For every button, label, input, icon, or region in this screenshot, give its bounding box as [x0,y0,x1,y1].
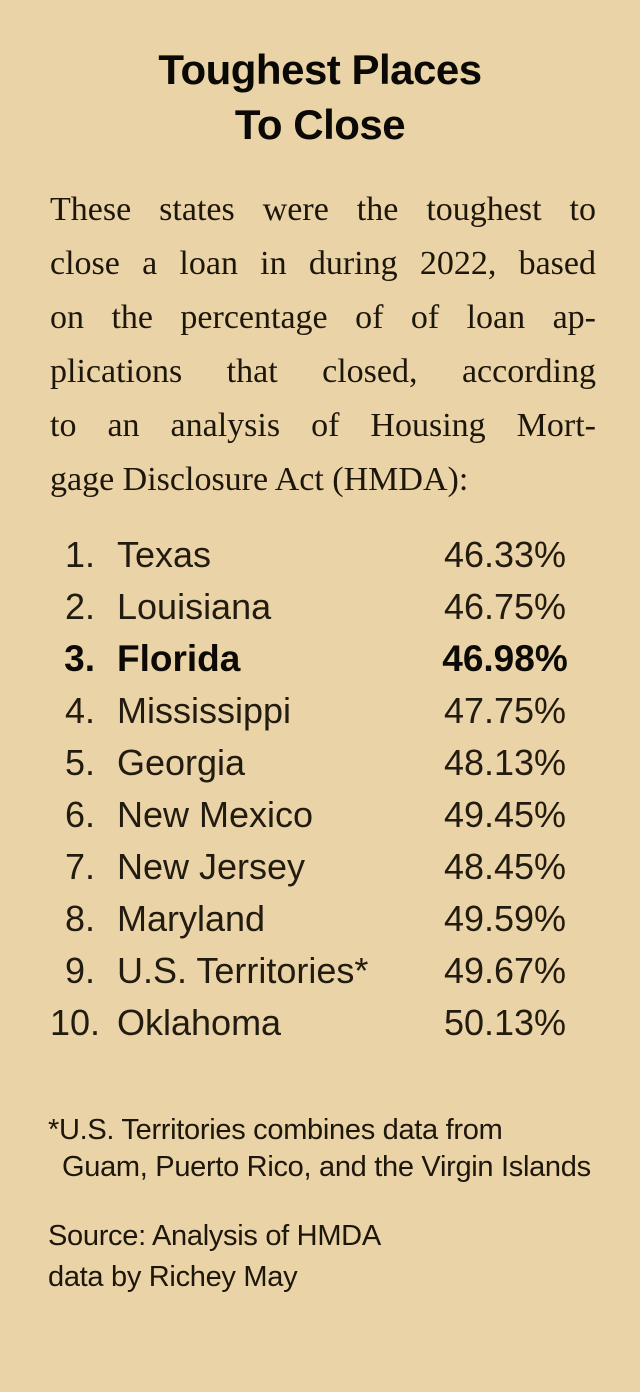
intro-line: close a loan in during 2022, based [50,245,596,282]
ranking-row: 10. Oklahoma 50.13% [0,997,640,1049]
state-name: Georgia [117,742,246,783]
ranking-row: 1. Texas 46.33% [0,529,640,581]
ranking-row: 4. Mississippi 47.75% [0,685,640,737]
state-name: New Jersey [117,846,306,887]
state-name: Texas [117,534,212,575]
closed-percentage: 47.75% [443,690,567,731]
closed-percentage: 49.59% [443,898,567,939]
ranking-row: 8. Maryland 49.59% [0,893,640,945]
source-line: data by Richey May [48,1261,298,1293]
rank-number: 7. [64,846,95,887]
closed-percentage: 49.45% [443,794,567,835]
state-name: Florida [117,638,241,679]
state-name: Maryland [117,898,266,939]
intro-line: to an analysis of Housing Mort- [50,407,596,444]
ranking-list: 1. Texas 46.33% 2. Louisiana 46.75% 3. F… [0,529,640,1049]
closed-percentage: 46.98% [442,638,568,679]
rank-number: 1. [64,534,95,575]
rank-number: 10. [50,1002,101,1043]
rank-number: 9. [64,950,95,991]
closed-percentage: 48.45% [443,846,567,887]
ranking-row: 2. Louisiana 46.75% [0,581,640,633]
closed-percentage: 50.13% [443,1002,567,1043]
closed-percentage: 48.13% [443,742,567,783]
state-name: Mississippi [117,690,292,731]
state-name: New Mexico [117,794,314,835]
source-line: Source: Analysis of HMDA [48,1220,381,1252]
rank-number: 8. [64,898,95,939]
source-credit: Source: Analysis of HMDA data by Richey M… [48,1216,608,1298]
ranking-row: 7. New Jersey 48.45% [0,841,640,893]
closed-percentage: 46.75% [443,586,567,627]
ranking-row: 6. New Mexico 49.45% [0,789,640,841]
ranking-row: 5. Georgia 48.13% [0,737,640,789]
intro-line: plications that closed, according [50,353,596,390]
rank-number: 3. [64,638,95,679]
rank-number: 5. [64,742,95,783]
footnote: *U.S. Territories combines data from Guam… [48,1112,608,1186]
closed-percentage: 49.67% [443,950,567,991]
page-title-line2: To Close [234,101,406,148]
intro-line: on the percentage of of loan ap- [50,299,596,336]
intro-paragraph: These states were the toughest to close a… [50,183,596,507]
ranking-row: 9. U.S. Territories* 49.67% [0,945,640,997]
page-title-line1: Toughest Places [158,46,482,93]
ranking-row: 3. Florida 46.98% [0,633,640,685]
footnote-line: Guam, Puerto Rico, and the Virgin Island… [62,1151,591,1183]
intro-line: gage Disclosure Act (HMDA): [50,461,469,498]
state-name: Oklahoma [117,1002,282,1043]
state-name: Louisiana [117,586,272,627]
footnote-line: *U.S. Territories combines data from [48,1114,503,1146]
state-name: U.S. Territories* [117,950,369,991]
rank-number: 2. [64,586,95,627]
page-title: Toughest Places To Close [0,42,640,152]
intro-line: These states were the toughest to [50,191,596,228]
closed-percentage: 46.33% [443,534,567,575]
rank-number: 4. [64,690,95,731]
rank-number: 6. [64,794,95,835]
